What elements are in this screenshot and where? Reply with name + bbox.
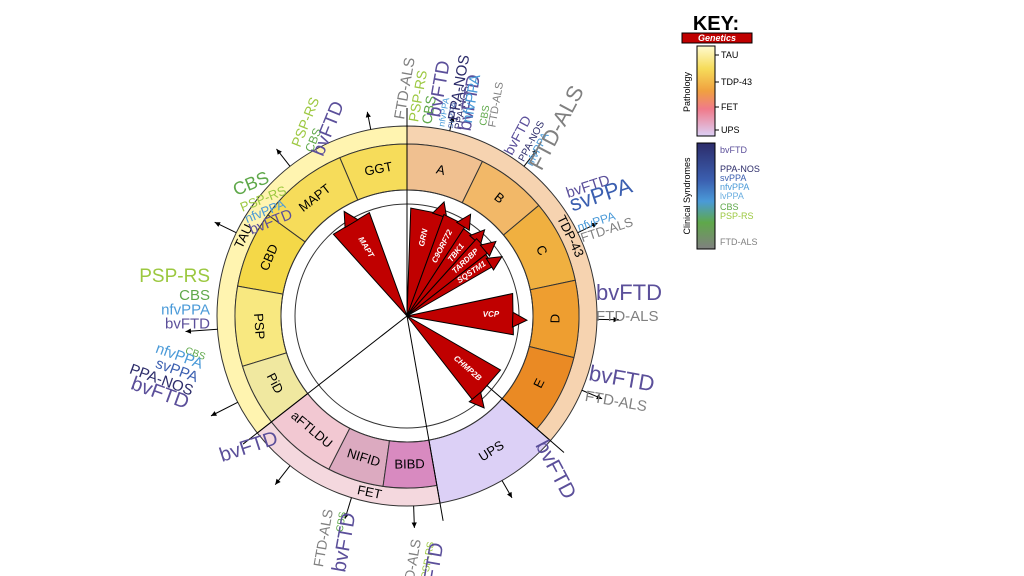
gene-arrow-mapt [343, 210, 359, 229]
key-syndrome-item-2: svPPA [720, 173, 746, 183]
syndrome-a-4: FTD-ALS [486, 81, 506, 128]
gene-wedge-chmp2b [406, 315, 502, 402]
key-genetics-label: Genetics [698, 33, 736, 43]
key-pathology-item-0: TAU [721, 50, 738, 60]
gene-arrow-tardbp [479, 240, 497, 257]
syndrome-lists: FTD-ALSPSP-RSCBSnfvPPAsvPPAPPA-NOSbvFTDP… [127, 53, 662, 576]
arrow-a-head [449, 116, 455, 123]
segment-label-psp: PSP [251, 313, 268, 340]
key-syndrome-item-3: nfvPPA [720, 182, 749, 192]
arrow-pid-head [210, 411, 217, 416]
syndrome-psp-3: bvFTD [165, 316, 210, 333]
arrow-mapt-head [276, 148, 282, 155]
arrow-d-head [613, 316, 619, 323]
key-syndrome-item-1: PPA-NOS [720, 164, 760, 174]
segment-label-d: D [547, 314, 562, 324]
key-pathology-title: Pathology [682, 71, 692, 112]
gene-arrow-grn [431, 200, 448, 219]
arrow-ggt-head [365, 111, 371, 118]
syndrome-bibd-1: PSP-RS [420, 541, 437, 576]
key-syndrome-bar [696, 142, 716, 250]
syndrome-ups-0: bvFTD [531, 437, 581, 503]
key-syndrome-item-0: bvFTD [720, 145, 748, 155]
gene-label-grn: GRN [417, 228, 430, 247]
key-pathology-bar [696, 45, 716, 137]
segment-label-bibd: BIBD [394, 456, 425, 472]
divider-tau [242, 315, 408, 445]
syndrome-d-1: FTD-ALS [596, 308, 659, 325]
key-pathology-item-1: TDP-43 [721, 77, 752, 87]
key-syndrome-item-5: CBS [720, 202, 739, 212]
arrow-ups-head [507, 491, 512, 498]
syndrome-psp-0: PSP-RS [139, 266, 210, 287]
syndrome-aftldu-0: bvFTD [217, 427, 281, 466]
key-syndrome-item-7: FTD-ALS [720, 237, 758, 247]
syndrome-psp-2: nfvPPA [161, 301, 210, 318]
arrow-psp-head [185, 328, 192, 334]
arrow-nifid-head [344, 512, 350, 519]
syndrome-a-3: CBS [478, 104, 492, 126]
arrow-c-head [591, 223, 598, 228]
arrow-aftldu-head [275, 478, 281, 485]
divider-fet [406, 315, 444, 521]
arrow-b-head [532, 148, 538, 155]
arrow-e-head [596, 394, 603, 400]
key-syndrome-item-6: PSP-RS [720, 211, 754, 221]
syndrome-ggt-4: svPPA [445, 101, 459, 129]
syndrome-d-0: bvFTD [596, 280, 662, 305]
segment-label-a: A [435, 162, 447, 179]
syndromes-d: bvFTD FTD-ALS [596, 280, 662, 325]
segment-label-ggt: GGT [363, 159, 394, 179]
gene-arrow-vcp [511, 311, 529, 328]
gene-arrow-c9orf72 [455, 213, 472, 232]
key-syndromes-title: Clinical Syndromes [682, 157, 692, 235]
syndrome-psp-1: CBS [179, 287, 210, 304]
gene-arrow-chmp2b [468, 391, 485, 409]
gene-arrow-sqstm1 [485, 256, 503, 271]
gene-label-vcp: VCP [483, 309, 500, 318]
arrow-cbd-head [214, 222, 221, 227]
key-pathology-item-3: UPS [721, 125, 740, 135]
key-syndrome-item-4: lvPPA [720, 191, 744, 201]
key-title: KEY: [693, 13, 739, 35]
syndrome-nifid-1: CBS [335, 511, 349, 533]
syndromes-ups: bvFTD [531, 437, 581, 503]
key-pathology-item-2: FET [721, 102, 739, 112]
key-panel: KEY:Genetics Pathology TAU TDP-43 FET UPS Clin… [681, 13, 760, 250]
key-genetics-swatch [681, 32, 753, 44]
group-label-fet: FET [356, 482, 383, 502]
arrow-bibd-head [411, 522, 417, 528]
syndrome-ggt-2: CBS [418, 94, 439, 125]
syndromes-aftldu: bvFTD [217, 427, 281, 466]
